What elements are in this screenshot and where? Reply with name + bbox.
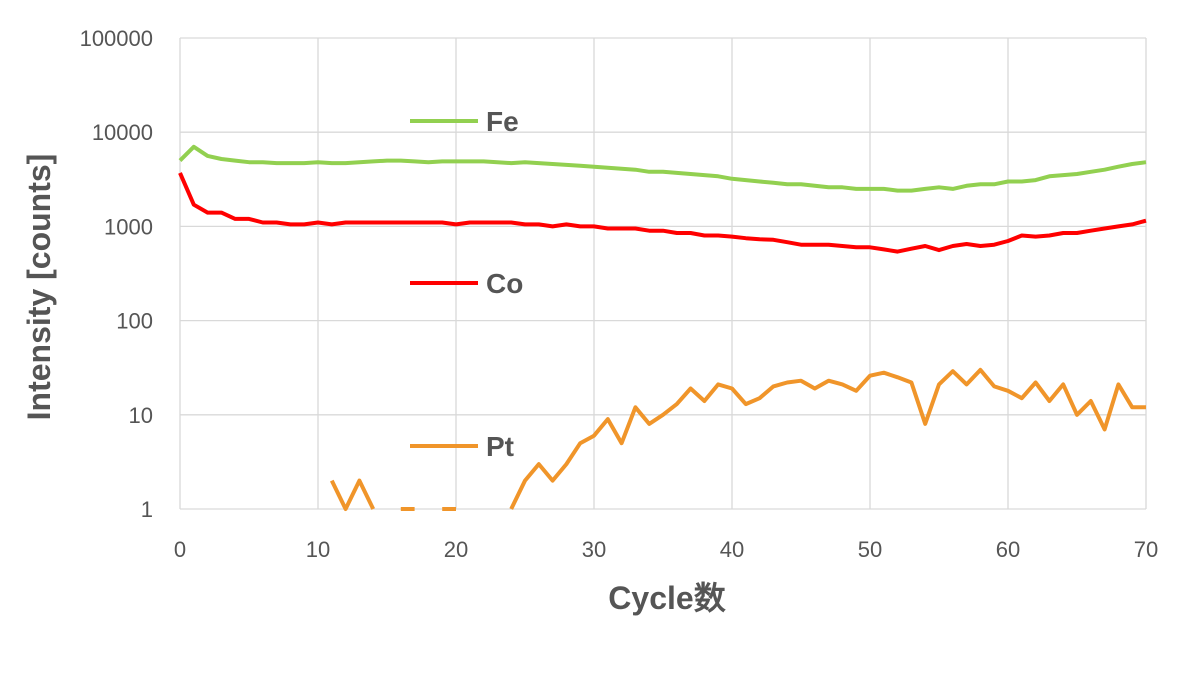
y-tick-label: 10000 (92, 120, 153, 145)
y-tick-label: 1000 (104, 214, 153, 239)
legend-fe-label: Fe (486, 106, 519, 137)
y-tick-label: 100000 (80, 26, 153, 51)
x-tick-label: 40 (720, 537, 744, 562)
y-tick-label: 100 (116, 309, 153, 334)
x-axis-title: Cycle数 (608, 580, 726, 616)
series-lines (178, 144, 1147, 511)
legend-pt-label: Pt (486, 431, 514, 462)
series-co-line (178, 172, 1147, 254)
y-axis-title: Intensity [counts] (21, 154, 57, 421)
gridlines (179, 37, 1147, 510)
y-tick-label: 10 (129, 403, 153, 428)
y-axis-ticks: 1 10 100 1000 10000 100000 (80, 26, 153, 522)
x-tick-label: 0 (174, 537, 186, 562)
x-tick-label: 50 (858, 537, 882, 562)
x-tick-label: 70 (1134, 537, 1158, 562)
legend-co: Co (410, 268, 523, 299)
series-fe-line (178, 144, 1147, 193)
legend-fe: Fe (410, 106, 519, 137)
legend-pt: Pt (410, 431, 514, 462)
series-pt-line (330, 367, 1146, 511)
x-tick-label: 30 (582, 537, 606, 562)
x-tick-label: 10 (306, 537, 330, 562)
x-tick-label: 60 (996, 537, 1020, 562)
y-tick-label: 1 (141, 497, 153, 522)
x-axis-ticks: 0 10 20 30 40 50 60 70 (174, 537, 1158, 562)
legend-co-label: Co (486, 268, 523, 299)
x-tick-label: 20 (444, 537, 468, 562)
